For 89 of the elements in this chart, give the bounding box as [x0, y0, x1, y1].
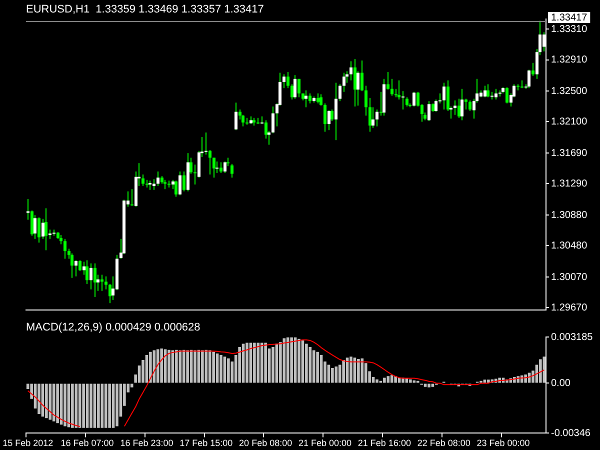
bar [253, 342, 256, 383]
bar [264, 342, 267, 383]
y-tick-label: 1.29670 [551, 302, 588, 314]
bar [246, 342, 248, 383]
y-tick-label: 1.30880 [551, 210, 588, 221]
bar [116, 384, 118, 426]
bar [357, 358, 360, 383]
bar [376, 379, 378, 383]
chart-title: MACD(12,26,9) 0.000429 0.000628 [26, 322, 200, 334]
bar [383, 378, 386, 383]
bar [194, 350, 196, 383]
bar [424, 384, 427, 387]
y-tick-label: 1.30070 [551, 272, 588, 283]
bar [487, 380, 490, 383]
y-tick-label: 1.32910 [551, 54, 588, 66]
x-tick-label: 21 Feb 00:00 [298, 438, 352, 448]
bar [290, 337, 293, 383]
bar [86, 384, 89, 428]
bar [316, 352, 319, 383]
bar [331, 368, 334, 383]
bar [539, 359, 542, 383]
candlestick [130, 189, 134, 206]
y-tick-label: 0.00 [551, 378, 571, 389]
bar [305, 344, 308, 383]
bar [149, 352, 152, 383]
bar [220, 355, 222, 383]
bar [93, 384, 96, 428]
y-tick-label: 1.32500 [551, 86, 588, 97]
x-tick-label: 16 Feb 23:00 [120, 438, 174, 448]
bar [350, 356, 352, 383]
bar [260, 342, 264, 383]
bar [52, 384, 56, 422]
bar [327, 364, 330, 383]
candlestick [216, 162, 218, 174]
candlestick [52, 230, 56, 236]
bar [108, 384, 111, 428]
bar [97, 384, 100, 428]
bar [409, 379, 412, 383]
bar [45, 384, 48, 418]
bar [186, 350, 189, 383]
x-tick-label: 15 Feb 2012 [2, 438, 54, 448]
bar [90, 384, 92, 428]
bar [56, 384, 59, 424]
x-tick-label: 17 Feb 15:00 [180, 438, 233, 448]
bar [208, 350, 212, 383]
bar [64, 384, 66, 426]
bar [104, 384, 108, 428]
y-tick-label: 1.30480 [551, 240, 588, 252]
x-tick-label: 23 Feb 00:00 [476, 438, 530, 448]
bar [227, 358, 230, 383]
bar [175, 350, 178, 383]
x-tick-label: 16 Feb 07:00 [60, 438, 114, 448]
chart-title: EURUSD,H1 1.33359 1.33469 1.33357 1.33417 [26, 4, 264, 16]
bar [100, 384, 104, 428]
y-tick-label: 1.31290 [551, 178, 588, 190]
candlestick [204, 132, 208, 155]
y-tick-label: -0.00346 [551, 428, 591, 439]
bar [78, 384, 82, 428]
y-tick-label: 1.31690 [551, 148, 588, 159]
x-tick-label: 21 Feb 16:00 [358, 438, 411, 448]
bar [286, 337, 290, 383]
bar [298, 338, 300, 383]
bar [212, 352, 215, 383]
bar [279, 342, 282, 383]
bar [201, 350, 204, 383]
bar [272, 346, 274, 383]
y-tick-label: 1.33310 [551, 24, 588, 35]
bar [431, 384, 434, 387]
bar [82, 384, 85, 428]
bar [38, 384, 40, 414]
bar [112, 384, 115, 428]
x-tick-label: 20 Feb 08:00 [239, 438, 292, 448]
bar [390, 375, 394, 383]
bar [168, 350, 170, 383]
x-tick-label: 22 Feb 08:00 [417, 438, 470, 448]
bar [71, 384, 74, 428]
bar [342, 360, 345, 383]
candlestick [402, 91, 404, 110]
bar [238, 346, 241, 383]
ref-line-label: 1.33417 [551, 12, 588, 24]
bar [428, 384, 430, 388]
y-tick-label: 1.32100 [551, 116, 588, 128]
bar [160, 348, 163, 383]
candlestick [194, 164, 196, 184]
bar [182, 350, 186, 383]
candlestick [516, 84, 520, 90]
bar [156, 349, 160, 383]
bar [312, 350, 316, 383]
y-tick-label: 0.003185 [551, 332, 594, 343]
